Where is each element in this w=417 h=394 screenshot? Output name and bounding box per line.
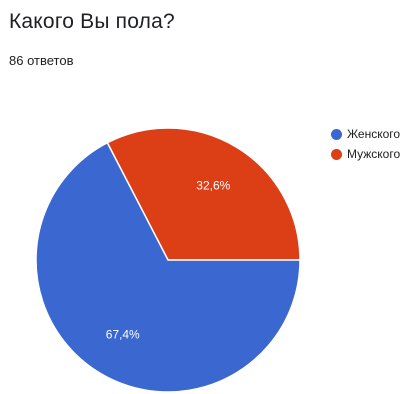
- legend-swatch-female: [331, 128, 342, 140]
- pie-slice-male[interactable]: [106, 127, 301, 261]
- legend-swatch-male: [331, 148, 342, 160]
- question-title: Какого Вы пола?: [9, 10, 175, 33]
- pie-labels: 32,6% 67,4%: [106, 179, 231, 342]
- chart-legend: Женского Мужского: [331, 124, 400, 164]
- legend-label-male: Мужского: [347, 147, 401, 161]
- response-count: 86 ответов: [9, 53, 74, 68]
- legend-item-female[interactable]: Женского: [331, 124, 400, 144]
- legend-label-female: Женского: [347, 127, 401, 141]
- pie-label-female: 67,4%: [106, 327, 140, 341]
- legend-item-male[interactable]: Мужского: [331, 144, 400, 164]
- pie-label-male: 32,6%: [196, 179, 230, 193]
- pie-slice-female[interactable]: [35, 141, 301, 393]
- pie-slices: [35, 127, 301, 393]
